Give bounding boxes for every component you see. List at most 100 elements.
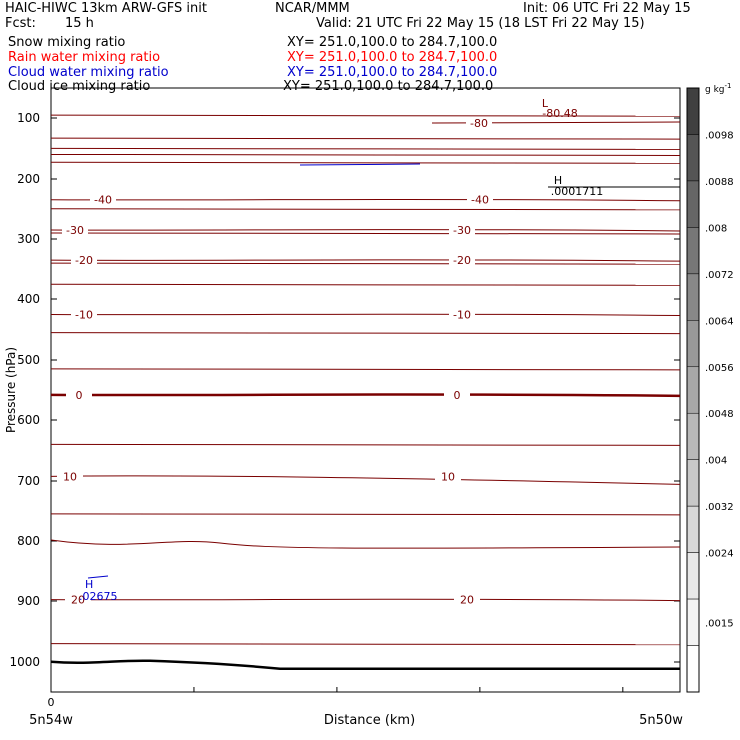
colorbar-segment — [686, 552, 700, 600]
colorbar-label: .0064 — [705, 316, 734, 327]
colorbar-segment — [686, 459, 700, 507]
contour-line — [50, 513, 681, 516]
extremum-low-value: -80.48 — [542, 107, 577, 120]
contour--30 — [50, 229, 681, 232]
contour-label: 10 — [441, 470, 455, 483]
contour-label: -10 — [453, 309, 471, 322]
contour-label: -30 — [66, 224, 84, 237]
contour--20 — [50, 259, 681, 262]
colorbar-segment — [686, 598, 700, 646]
colorbar-segment — [686, 320, 700, 368]
contour-line — [50, 368, 681, 371]
field-rain-name: Rain water mixing ratio — [8, 50, 161, 65]
field-rain-xy: XY= 251.0,100.0 to 284.7,100.0 — [287, 50, 498, 65]
y-tick-label: 800 — [17, 534, 40, 548]
contour-label-bg — [57, 470, 83, 483]
contour-label: 0 — [454, 389, 461, 402]
colorbar-segment — [686, 645, 700, 693]
y-tick-label: 100 — [17, 111, 40, 125]
fcst-value: 15 h — [65, 16, 94, 31]
colorbar-label: .0048 — [705, 409, 734, 420]
field-cloudice-name: Cloud ice mixing ratio — [8, 79, 151, 94]
colorbar-segment — [686, 273, 700, 321]
contour-label-bg — [449, 308, 475, 321]
colorbar-segment — [686, 227, 700, 275]
contour-0 — [50, 393, 681, 398]
contour-label: -40 — [471, 194, 489, 207]
contour-label: 0 — [76, 389, 83, 402]
y-tick-label: 300 — [17, 232, 40, 246]
fcst-label: Fcst: — [5, 16, 36, 31]
title-left: HAIC-HIWC 13km ARW-GFS init — [5, 1, 207, 16]
contour-label-bg — [66, 388, 92, 401]
contour-label: -10 — [75, 309, 93, 322]
y-tick-label: 200 — [17, 172, 40, 186]
colorbar-label: .0024 — [705, 549, 734, 560]
contour-label-bg — [466, 117, 492, 130]
colorbar-segment — [686, 180, 700, 228]
contour-label-bg — [449, 223, 475, 236]
contour-line — [50, 283, 681, 286]
contour-label: 20 — [460, 594, 474, 607]
colorbar-segment — [686, 366, 700, 414]
colorbar-label: .0088 — [705, 177, 734, 188]
contour-line — [50, 114, 681, 117]
colorbar-segment — [686, 134, 700, 182]
y-tick-label: 600 — [17, 413, 40, 427]
contour--10 — [50, 313, 681, 316]
contour--40 — [50, 198, 681, 202]
plot-frame — [50, 87, 681, 693]
contour-label-bg — [454, 593, 480, 606]
colorbar-label: .0032 — [705, 502, 734, 513]
colorbar-frame — [686, 87, 700, 693]
y-tick-label: 1000 — [9, 655, 40, 669]
terrain-surface-line — [50, 659, 680, 671]
contour-10 — [50, 475, 681, 485]
x-tick-label-0: 0 — [48, 696, 55, 709]
colorbar-segment — [686, 505, 700, 553]
contour-line — [50, 539, 681, 549]
contour-20 — [50, 598, 681, 602]
contour-line — [50, 147, 681, 150]
field-cloudwater-name: Cloud water mixing ratio — [8, 65, 169, 80]
field-cloudice-xy: XY= 251.0,100.0 to 284.7,100.0 — [283, 79, 494, 94]
contour-label-bg — [449, 254, 475, 267]
contour-label: -20 — [75, 254, 93, 267]
contour-line — [50, 232, 681, 235]
contour-line — [50, 262, 681, 265]
contour-label-bg — [71, 254, 97, 267]
x-end-label-right: 5n50w — [639, 713, 683, 728]
init-time: Init: 06 UTC Fri 22 May 15 — [523, 1, 691, 16]
field-cloudwater-xy: XY= 251.0,100.0 to 284.7,100.0 — [287, 65, 498, 80]
valid-time: Valid: 21 UTC Fri 22 May 15 (18 LST Fri … — [316, 16, 645, 31]
contour-label-bg — [467, 193, 493, 206]
extremum-cloudwater-value: .02675 — [79, 590, 118, 603]
contour-line — [50, 208, 681, 211]
x-end-label-left: 5n54w — [29, 713, 73, 728]
contour-line — [50, 161, 681, 164]
contour-label: -20 — [453, 254, 471, 267]
contour-label: -30 — [453, 224, 471, 237]
contour-line — [50, 443, 681, 446]
colorbar-segment — [686, 87, 700, 135]
colorbar-label: .008 — [705, 223, 727, 234]
y-tick-label: 700 — [17, 474, 40, 488]
contour-line — [50, 153, 681, 156]
colorbar-units: g kg-1 — [705, 82, 731, 95]
colorbar-segment — [686, 412, 700, 460]
contour-label: 10 — [63, 470, 77, 483]
contour-label: 20 — [71, 594, 85, 607]
extremum-low-marker: L — [542, 97, 549, 110]
colorbar-label: .0072 — [705, 270, 734, 281]
y-tick-label: 400 — [17, 292, 40, 306]
colorbar-label: .0098 — [705, 130, 734, 141]
colorbar-label: .0015 — [705, 618, 734, 629]
field-snow-xy: XY= 251.0,100.0 to 284.7,100.0 — [287, 35, 498, 50]
cloud-water-contour — [299, 163, 421, 166]
contour-label: -40 — [94, 194, 112, 207]
contour-line — [50, 332, 681, 335]
contour-label-bg — [90, 193, 116, 206]
field-snow-name: Snow mixing ratio — [8, 35, 126, 50]
